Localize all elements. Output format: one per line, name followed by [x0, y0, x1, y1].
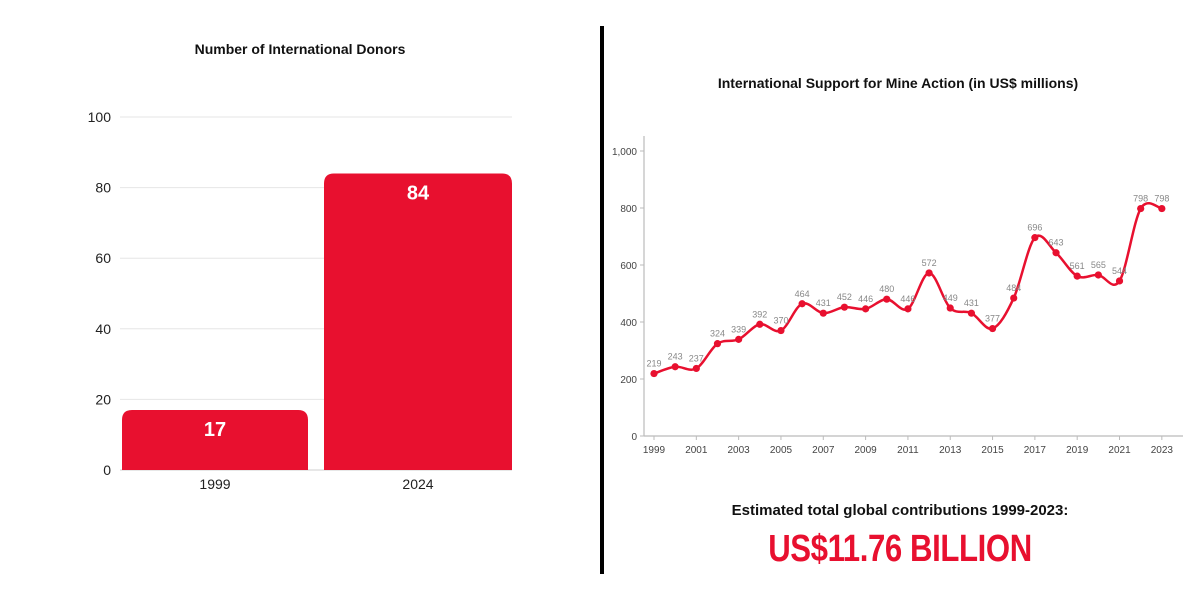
y-tick-label: 800 — [620, 204, 637, 215]
data-label: 446 — [900, 294, 915, 304]
data-label: 484 — [1006, 283, 1021, 293]
data-label: 572 — [922, 258, 937, 268]
total-contributions-label: Estimated total global contributions 199… — [731, 502, 1069, 519]
data-label: 480 — [879, 284, 894, 294]
data-label: 446 — [858, 294, 873, 304]
x-tick-label: 2021 — [1108, 445, 1131, 456]
data-label: 237 — [689, 353, 704, 363]
data-point-2022 — [1137, 204, 1145, 213]
data-point-2008 — [840, 303, 849, 311]
data-label: 324 — [710, 329, 725, 339]
data-label: 219 — [646, 359, 661, 369]
data-point-1999 — [650, 369, 658, 378]
y-tick-label: 400 — [620, 318, 637, 329]
y-tick-label: 200 — [620, 375, 637, 386]
data-point-2010 — [883, 295, 891, 303]
data-point-2005 — [777, 326, 785, 335]
data-point-2019 — [1073, 272, 1081, 280]
total-contributions-value: US$11.76 BILLION — [768, 528, 1032, 570]
data-label: 643 — [1049, 238, 1064, 248]
data-point-2020 — [1094, 271, 1102, 279]
x-tick-label: 2019 — [1066, 445, 1089, 456]
x-tick-label: 1999 — [199, 476, 230, 492]
y-tick-label: 0 — [631, 432, 637, 443]
data-label: 243 — [668, 352, 683, 362]
data-point-2001 — [692, 364, 700, 373]
data-point-2011 — [904, 305, 912, 313]
data-label: 431 — [964, 298, 979, 308]
data-point-2017 — [1031, 234, 1039, 242]
x-tick-label: 2013 — [939, 445, 962, 456]
support-chart-title: International Support for Mine Action (i… — [717, 75, 1079, 91]
panel-divider — [600, 26, 604, 574]
data-label: 452 — [837, 292, 852, 302]
x-tick-label: 2011 — [897, 445, 919, 456]
data-label: 449 — [943, 293, 958, 303]
bar-2024 — [324, 173, 512, 471]
data-label: 377 — [985, 314, 1000, 324]
data-label: 370 — [773, 316, 788, 326]
data-label: 544 — [1112, 266, 1127, 276]
donors-chart-title: Number of International Donors — [194, 41, 406, 57]
data-label: 464 — [795, 289, 810, 299]
data-point-2006 — [798, 300, 806, 308]
bar-data-label: 17 — [204, 419, 226, 441]
series-line — [653, 202, 1163, 375]
y-tick-label: 60 — [95, 250, 111, 266]
x-tick-label: 2001 — [685, 445, 708, 456]
data-point-2018 — [1052, 249, 1060, 257]
data-point-2002 — [713, 340, 722, 348]
y-tick-label: 0 — [103, 462, 111, 478]
y-tick-label: 80 — [95, 180, 111, 196]
data-label: 561 — [1070, 261, 1085, 271]
data-label: 798 — [1133, 194, 1148, 204]
x-tick-label: 2017 — [1024, 445, 1047, 456]
data-point-2015 — [988, 324, 997, 333]
data-point-2012 — [925, 269, 933, 277]
y-tick-label: 600 — [620, 261, 637, 272]
x-tick-label: 2005 — [770, 445, 793, 456]
bar-1999 — [122, 409, 308, 470]
data-label: 339 — [731, 324, 746, 334]
data-point-2013 — [946, 304, 954, 312]
x-tick-label: 1999 — [643, 445, 666, 456]
y-tick-label: 1,000 — [612, 147, 637, 158]
data-point-2007 — [819, 309, 827, 317]
data-point-2004 — [756, 320, 764, 328]
x-tick-label: 2023 — [1151, 445, 1174, 456]
x-tick-label: 2024 — [402, 476, 433, 492]
y-tick-label: 100 — [88, 109, 112, 125]
data-label: 392 — [752, 309, 767, 319]
data-point-2003 — [735, 335, 743, 343]
data-point-2009 — [862, 305, 870, 313]
data-point-2016 — [1010, 294, 1018, 302]
x-tick-label: 2007 — [812, 445, 835, 456]
data-point-2021 — [1115, 277, 1124, 285]
y-tick-label: 40 — [95, 321, 111, 337]
x-tick-label: 2009 — [854, 445, 877, 456]
data-point-2000 — [671, 363, 679, 371]
data-label: 696 — [1027, 223, 1042, 233]
data-label: 798 — [1154, 194, 1169, 204]
bar-data-label: 84 — [407, 182, 430, 204]
data-label: 431 — [816, 298, 831, 308]
y-tick-label: 20 — [95, 391, 111, 407]
x-tick-label: 2003 — [728, 445, 751, 456]
x-tick-label: 2015 — [981, 445, 1004, 456]
data-point-2023 — [1158, 204, 1166, 213]
data-label: 565 — [1091, 260, 1106, 270]
data-point-2014 — [967, 309, 976, 317]
